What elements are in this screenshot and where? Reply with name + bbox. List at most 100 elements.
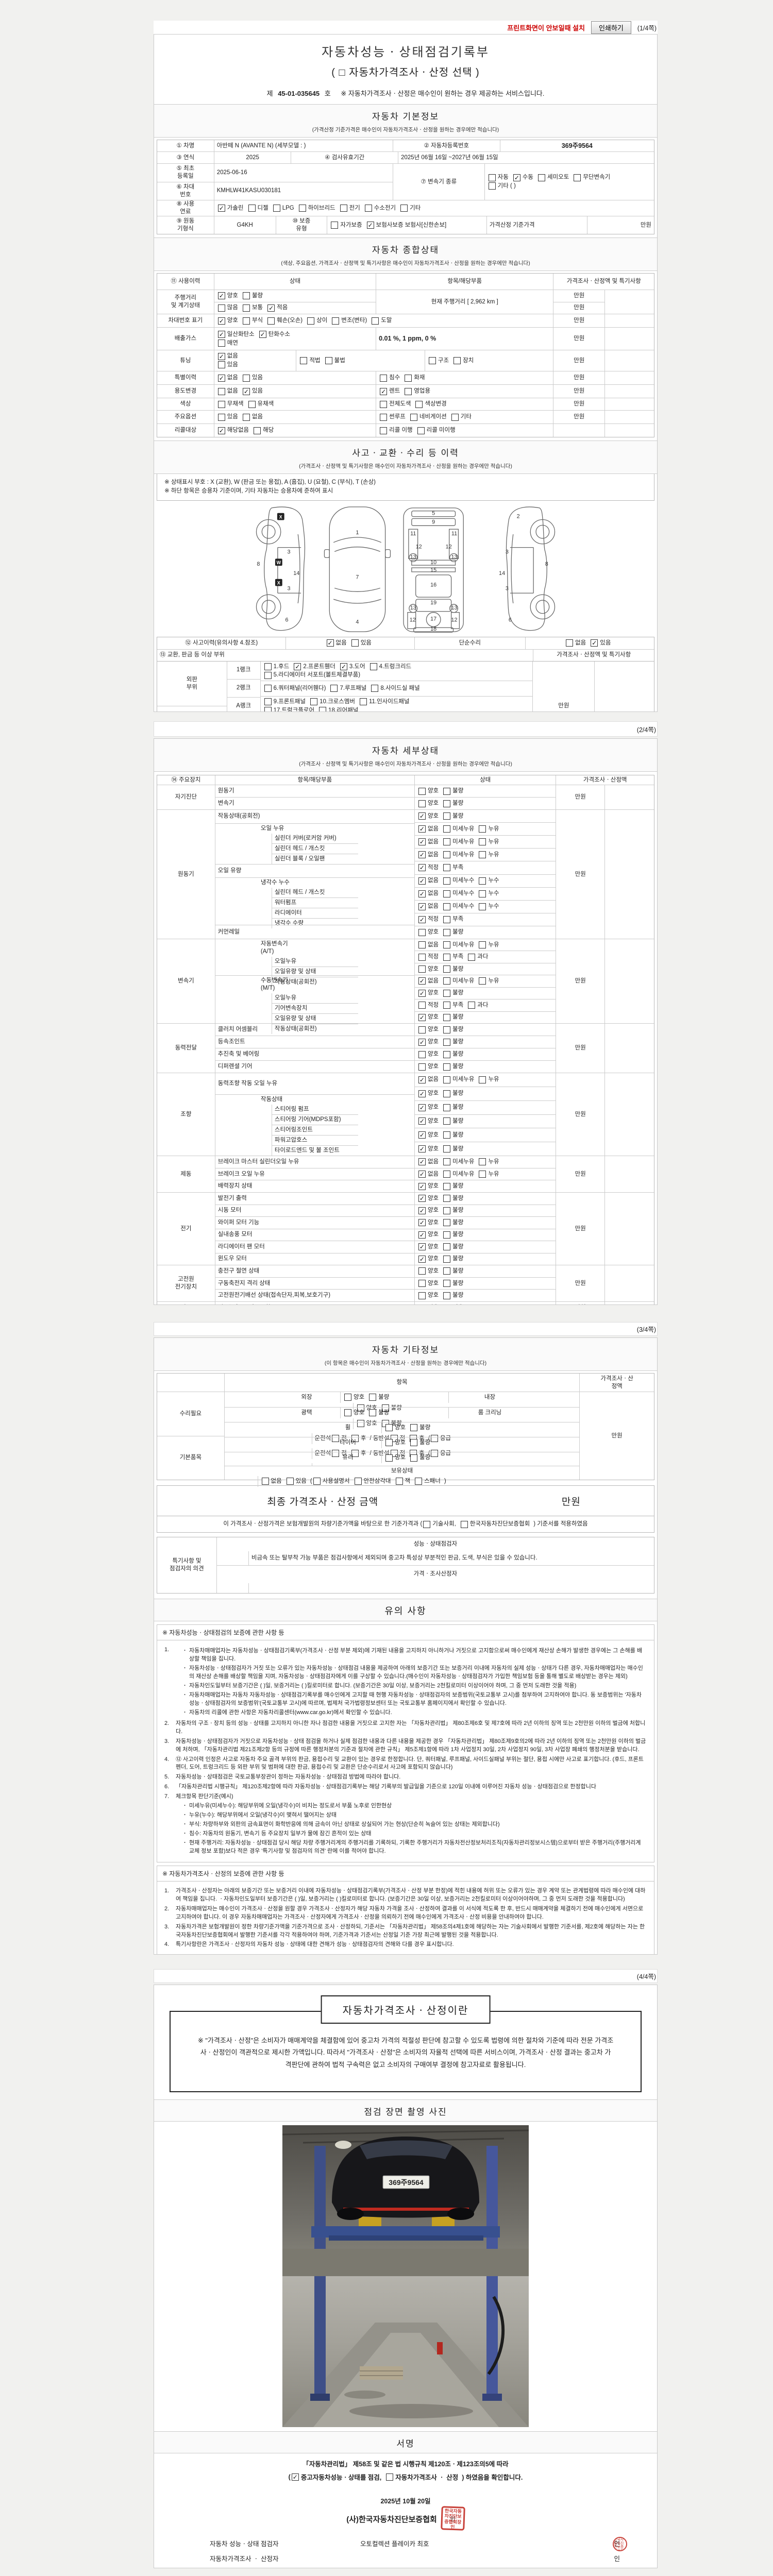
checkbox[interactable]: 장치: [453, 357, 474, 365]
checkbox[interactable]: 디젤: [248, 205, 268, 212]
checkbox[interactable]: 불량: [443, 1050, 463, 1058]
checkbox[interactable]: 5.라디에이터 서포트(볼트체결부품): [264, 671, 360, 679]
checkbox[interactable]: 양호: [418, 1026, 439, 1033]
checkbox[interactable]: 있음: [217, 413, 238, 421]
checkbox[interactable]: 불량: [443, 1219, 463, 1227]
checkbox[interactable]: 불량: [443, 965, 463, 973]
checkbox[interactable]: ✓없음: [418, 1158, 439, 1166]
checkbox[interactable]: ✓없음: [418, 851, 439, 859]
checkbox[interactable]: 해당: [254, 427, 274, 434]
checkbox[interactable]: 불량: [443, 1207, 463, 1214]
checkbox[interactable]: ✓없음: [418, 1171, 439, 1178]
checkbox[interactable]: ✓ 양호: [418, 1243, 439, 1251]
checkbox[interactable]: ✓ 적정: [418, 864, 439, 872]
checkbox[interactable]: 전: [332, 1450, 347, 1458]
checkbox[interactable]: 없음: [242, 413, 263, 421]
checkbox[interactable]: 양호: [357, 1404, 377, 1412]
checkbox[interactable]: 기술사회,: [423, 1520, 456, 1529]
checkbox[interactable]: 있음: [351, 639, 372, 647]
checkbox[interactable]: 양호: [418, 800, 439, 807]
checkbox[interactable]: 리콜 미이행: [417, 427, 456, 434]
checkbox[interactable]: 양호: [344, 1394, 364, 1401]
checkbox[interactable]: 잭: [395, 1478, 410, 1485]
checkbox[interactable]: 영업용: [405, 387, 430, 395]
checkbox[interactable]: 안전삼각대: [354, 1478, 391, 1485]
checkbox[interactable]: 미세누유: [443, 825, 474, 833]
checkbox[interactable]: ✓ 양호: [418, 1195, 439, 1202]
checkbox[interactable]: 불량: [443, 1145, 463, 1153]
checkbox[interactable]: 한국자동차진단보증협회: [460, 1520, 530, 1529]
checkbox[interactable]: 11.인사이드패널: [359, 698, 410, 706]
checkbox[interactable]: 무채색: [217, 400, 244, 408]
checkbox[interactable]: 양호: [385, 1454, 406, 1462]
checkbox[interactable]: 기타: [451, 413, 472, 421]
checkbox[interactable]: 구조: [428, 357, 449, 365]
checkbox[interactable]: 양호: [344, 1409, 364, 1417]
checkbox[interactable]: ✓ 양호: [418, 1038, 439, 1046]
checkbox[interactable]: ✓없음: [418, 877, 439, 885]
checkbox[interactable]: ✓ 양호: [418, 1207, 439, 1214]
checkbox[interactable]: 응급: [430, 1450, 451, 1458]
checkbox[interactable]: 불량: [443, 1026, 463, 1033]
checkbox[interactable]: 양호: [418, 1292, 439, 1299]
checkbox[interactable]: 누유: [479, 851, 499, 859]
checkbox[interactable]: ✓ 양호: [418, 1182, 439, 1190]
checkbox[interactable]: ✓없음: [418, 1076, 439, 1083]
checkbox[interactable]: 과다: [468, 1002, 488, 1009]
checkbox[interactable]: 변조(변타): [332, 317, 367, 325]
checkbox[interactable]: 스패너: [415, 1478, 441, 1485]
checkbox[interactable]: 상이: [307, 317, 327, 325]
checkbox[interactable]: 화재: [405, 374, 425, 382]
checkbox[interactable]: 8.사이드실 패널: [371, 685, 420, 692]
checkbox[interactable]: 불량: [443, 1195, 463, 1202]
checkbox[interactable]: 기타 ( ): [488, 182, 516, 190]
checkbox[interactable]: 불량: [443, 1090, 463, 1097]
checkbox[interactable]: ✓ 양호: [217, 292, 238, 300]
checkbox[interactable]: ✓ 2.프론트휀더: [294, 663, 335, 671]
checkbox[interactable]: 미세누유: [443, 941, 474, 949]
checkbox[interactable]: ✓없음: [326, 639, 347, 647]
checkbox[interactable]: ✓ 양호: [418, 812, 439, 820]
print-button[interactable]: 인쇄하기: [591, 21, 631, 34]
checkbox[interactable]: ✓ 있음: [242, 387, 263, 395]
checkbox[interactable]: 많음: [217, 304, 238, 312]
checkbox[interactable]: 양호: [418, 1280, 439, 1287]
checkbox[interactable]: 양호: [418, 1050, 439, 1058]
checkbox[interactable]: 부족: [443, 1002, 463, 1009]
checkbox[interactable]: 누수: [479, 890, 499, 897]
checkbox[interactable]: 불량: [443, 1038, 463, 1046]
checkbox[interactable]: 미세누유: [443, 1171, 474, 1178]
checkbox[interactable]: 미세누유: [443, 851, 474, 859]
checkbox[interactable]: 적법: [300, 357, 321, 365]
checkbox[interactable]: 6.쿼터패널(리어휀다): [264, 685, 326, 692]
checkbox[interactable]: ✓ 양호: [418, 1131, 439, 1139]
checkbox[interactable]: 불량: [381, 1404, 402, 1412]
checkbox[interactable]: 있음: [443, 1304, 463, 1305]
checkbox[interactable]: ✓없음: [418, 825, 439, 833]
checkbox[interactable]: 불량: [443, 1117, 463, 1125]
checkbox[interactable]: ✓ 탄화수소: [259, 331, 290, 338]
checkbox[interactable]: 양호: [418, 1267, 439, 1275]
checkbox[interactable]: 불량: [410, 1424, 430, 1432]
checkbox[interactable]: 수소전기: [364, 205, 396, 212]
checkbox[interactable]: ✓ 양호: [418, 1013, 439, 1021]
checkbox[interactable]: 없음: [261, 1478, 282, 1485]
checkbox[interactable]: 9.프론트패널: [264, 698, 306, 706]
checkbox[interactable]: ✓ 중고자동차성능ㆍ상태를 점검,: [291, 2472, 381, 2482]
checkbox[interactable]: 과다: [468, 953, 488, 961]
checkbox[interactable]: 불량: [443, 989, 463, 997]
checkbox[interactable]: 사용설명서: [313, 1478, 350, 1485]
checkbox[interactable]: ✓ 양호: [418, 1117, 439, 1125]
checkbox[interactable]: ✓ 적정: [418, 916, 439, 923]
checkbox[interactable]: 불량: [443, 787, 463, 795]
checkbox[interactable]: 기타: [400, 205, 421, 212]
checkbox[interactable]: ✓ 해당없음: [217, 427, 249, 434]
checkbox[interactable]: 불량: [443, 1292, 463, 1299]
checkbox[interactable]: ✓ 양호: [418, 1145, 439, 1153]
checkbox[interactable]: 양호: [418, 928, 439, 936]
checkbox[interactable]: ✓ 적음: [267, 304, 288, 312]
checkbox[interactable]: 미세누수: [443, 903, 474, 910]
checkbox[interactable]: 누유: [479, 977, 499, 985]
checkbox[interactable]: 침수: [380, 374, 400, 382]
checkbox[interactable]: 부족: [443, 953, 463, 961]
